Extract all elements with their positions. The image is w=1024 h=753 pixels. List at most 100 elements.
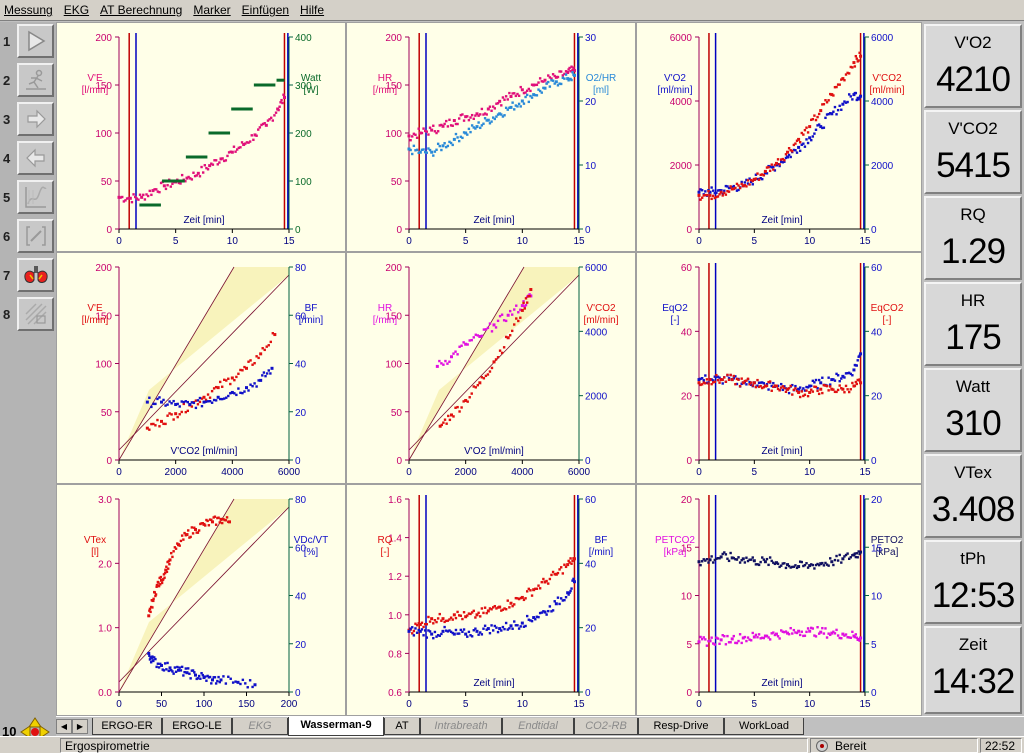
- scroll-right-button[interactable]: ▶: [72, 719, 88, 734]
- tab-intrabreath[interactable]: Intrabreath: [420, 718, 502, 735]
- menu-messung[interactable]: Messung: [4, 3, 53, 17]
- data-point: [768, 380, 772, 383]
- tab-resp-drive[interactable]: Resp-Drive: [638, 718, 724, 735]
- chart-vo2-vco2-time[interactable]: 0 5 10 15 6000 4000 2000 0 6000 4000 2000 0 V'O2 [ml/…: [636, 22, 922, 252]
- data-point: [700, 560, 704, 563]
- menu-hilfe[interactable]: Hilfe: [300, 3, 325, 17]
- data-point: [478, 334, 482, 338]
- y-tick-label-right: 60: [295, 543, 307, 554]
- data-point: [710, 378, 713, 381]
- data-point: [835, 372, 838, 376]
- tool-button-3[interactable]: 3: [0, 100, 56, 138]
- tab-ekg[interactable]: EKG: [232, 718, 288, 735]
- data-point: [563, 77, 566, 80]
- menu-at-berechnung[interactable]: AT Berechnung: [100, 3, 183, 17]
- data-point: [219, 678, 223, 682]
- data-point: [438, 612, 441, 616]
- data-point: [422, 625, 425, 629]
- tool-button-8[interactable]: 8: [0, 295, 56, 333]
- scroll-left-button[interactable]: ◀: [56, 719, 72, 734]
- chart-eqo2-eqco2-time[interactable]: 0 5 10 15 60 40 20 0 60 40 20 0 EqO2 [-] EqCO2 [-] Zeit …: [636, 252, 922, 484]
- data-point: [484, 374, 488, 378]
- data-point: [147, 651, 151, 655]
- data-point: [436, 634, 440, 637]
- data-point: [184, 180, 187, 183]
- data-point: [762, 385, 766, 389]
- data-point: [517, 94, 521, 97]
- chart-rq-bf-time[interactable]: 0 5 10 15 1.6 1.4 1.2 1.0 0.8 0.6 60 40 20 0 RQ [-] BF [/…: [346, 484, 636, 716]
- chart-ve-watt-time[interactable]: 0 5 10 15 200 150 100 50 0 400 300 200 100 0 V'E [l/min…: [56, 22, 346, 252]
- data-point: [212, 676, 215, 679]
- tab-wasserman-9[interactable]: Wasserman-9: [288, 717, 384, 736]
- data-point: [712, 194, 715, 198]
- data-point: [236, 680, 240, 684]
- data-point: [490, 366, 494, 370]
- tool-button-1[interactable]: 1: [0, 22, 56, 60]
- menu-ekg[interactable]: EKG: [63, 3, 90, 17]
- data-point: [166, 560, 169, 564]
- data-point: [192, 401, 196, 405]
- data-point: [513, 92, 516, 95]
- data-point: [502, 319, 506, 322]
- data-point: [770, 389, 773, 392]
- data-point: [773, 169, 777, 172]
- data-point: [257, 379, 260, 382]
- data-point: [569, 70, 572, 73]
- tab-ergo-er[interactable]: ERGO-ER: [92, 718, 162, 735]
- menu-einfuegen[interactable]: Einfügen: [241, 3, 290, 17]
- data-point: [822, 102, 826, 106]
- data-point: [249, 383, 252, 386]
- data-point: [569, 589, 572, 593]
- chart-ve-bf-vco2[interactable]: 0 2000 4000 6000 200 150 100 50 0 80 60 40 20 0 V'E [l/…: [56, 252, 346, 484]
- tab-endtidal[interactable]: Endtidal: [502, 718, 574, 735]
- data-point: [259, 378, 263, 382]
- tool-button-6[interactable]: 6: [0, 217, 56, 255]
- tool-button-7[interactable]: 7: [0, 256, 56, 294]
- readout-value: 5415: [936, 146, 1011, 185]
- data-point: [857, 637, 860, 641]
- data-point: [277, 108, 280, 112]
- data-point: [810, 138, 813, 142]
- data-point: [224, 519, 228, 522]
- data-point: [474, 627, 477, 630]
- tab-at[interactable]: AT: [384, 718, 420, 735]
- data-point: [511, 313, 514, 316]
- tool-button-4[interactable]: 4: [0, 139, 56, 177]
- data-point: [454, 122, 458, 126]
- data-point: [425, 623, 429, 626]
- chart-hr-vco2-vo2[interactable]: 0 2000 4000 6000 200 150 100 50 0 6000 4000 2000 0 HR…: [346, 252, 636, 484]
- data-point: [464, 615, 468, 619]
- chart-hr-o2hr-time[interactable]: 0 5 10 15 200 150 100 50 0 30 20 10 0 HR [/min] O2/HR [m…: [346, 22, 636, 252]
- data-point: [723, 551, 726, 554]
- data-point: [535, 94, 539, 97]
- data-point: [748, 638, 751, 641]
- data-point: [813, 381, 816, 384]
- data-point: [446, 125, 450, 128]
- data-point: [743, 635, 747, 639]
- tool-button-5[interactable]: 5: [0, 178, 56, 216]
- data-point: [704, 559, 707, 562]
- menu-marker[interactable]: Marker: [193, 3, 231, 17]
- y-tick-label-right: 20: [871, 495, 883, 506]
- chart-petco2-peto2-time[interactable]: 0 5 10 15 20 15 10 5 0 20 15 10 5 0 PETCO2 [kPa] PETO2 [k…: [636, 484, 922, 716]
- data-point: [712, 642, 715, 645]
- series-EqO2: [697, 352, 863, 395]
- data-point: [767, 563, 770, 567]
- data-point: [852, 61, 856, 65]
- readout-value: 310: [945, 404, 1001, 443]
- data-point: [466, 133, 469, 136]
- tab-ergo-le[interactable]: ERGO-LE: [162, 718, 232, 735]
- data-point: [420, 621, 424, 624]
- data-point: [509, 95, 513, 99]
- data-point: [538, 77, 542, 80]
- data-point: [432, 622, 435, 625]
- tool-button-2[interactable]: 2: [0, 61, 56, 99]
- data-point: [190, 178, 194, 181]
- data-point: [566, 591, 570, 595]
- chart-vtex-vdcvt[interactable]: 0 50 100 150 200 3.0 2.0 1.0 0.0 80 60 40 20 0 VTex [l]…: [56, 484, 346, 716]
- tab-workload[interactable]: WorkLoad: [724, 718, 804, 735]
- data-point: [787, 633, 791, 636]
- tab-co2-rb[interactable]: CO2-RB: [574, 718, 638, 735]
- data-point: [542, 80, 545, 83]
- data-point: [462, 628, 466, 631]
